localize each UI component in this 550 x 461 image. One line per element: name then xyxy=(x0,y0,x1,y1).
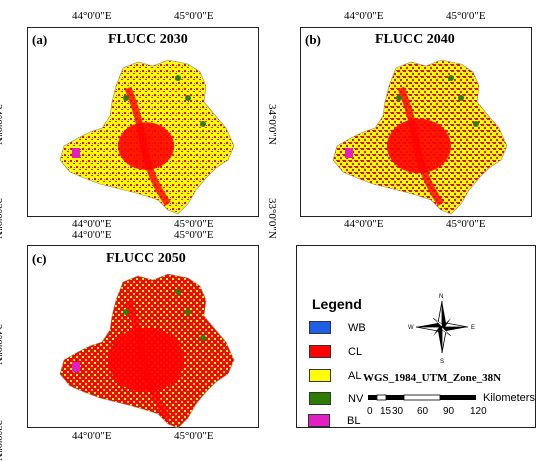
lon-label-c-left-bottom: 44°0'0"E xyxy=(72,430,112,442)
vegetation-patch xyxy=(185,309,191,315)
legend-item-wb: WB xyxy=(309,321,366,334)
panel-label-c: (c) xyxy=(32,251,47,266)
legend-panel: Legend WB CL AL NV N S xyxy=(296,245,536,428)
legend-label-cl: CL xyxy=(348,345,363,358)
vegetation-patch xyxy=(200,121,206,127)
lon-label-b-right: 45°0'0"E xyxy=(446,10,486,22)
projection-label: WGS_1984_UTM_Zone_38N xyxy=(363,372,502,384)
legend-item-cl: CL xyxy=(309,345,362,358)
vegetation-patch xyxy=(448,75,454,81)
vegetation-patch xyxy=(473,121,479,127)
scale-tick-30: 30 xyxy=(392,406,404,417)
river-corridor xyxy=(397,86,444,206)
river-corridor xyxy=(124,86,171,206)
lon-label-b-right-bottom: 45°0'0"E xyxy=(446,218,486,230)
lon-label-a-left-bottom: 44°0'0"E xyxy=(72,218,112,230)
map-title-a: FLUCC 2030 xyxy=(108,32,188,47)
compass-e: E xyxy=(471,325,475,331)
legend-label-al: AL xyxy=(348,369,362,382)
map-panel-b: (b) FLUCC 2040 xyxy=(300,27,532,217)
land-cover-map-a xyxy=(59,59,235,215)
vegetation-patch xyxy=(175,289,181,295)
lon-label-b-left: 44°0'0"E xyxy=(344,10,384,22)
panel-label-b: (b) xyxy=(305,32,321,47)
compass-s: S xyxy=(440,359,444,364)
lat-label-c-top: 34°0'0"N xyxy=(0,324,4,365)
lat-label-a-bottom: 33°0'0"N xyxy=(0,198,4,239)
bare-land-patch xyxy=(72,148,80,158)
lon-label-a-left: 44°0'0"E xyxy=(72,10,112,22)
legend-swatch-wb xyxy=(309,321,331,334)
legend-swatch-cl xyxy=(309,345,331,358)
legend-swatch-nv xyxy=(309,392,331,405)
panel-label-a: (a) xyxy=(32,32,48,47)
map-panel-a: (a) FLUCC 2030 xyxy=(27,27,259,217)
lon-label-c-right-bottom: 45°0'0"E xyxy=(174,430,214,442)
lon-label-c-left: 44°0'0"E xyxy=(72,229,112,241)
lon-label-c-right: 45°0'0"E xyxy=(174,229,214,241)
legend-item-nv: NV xyxy=(309,392,363,405)
lat-label-b-bottom: 33°0'0"N xyxy=(266,198,278,239)
legend-label-nv: NV xyxy=(348,392,364,405)
legend-title: Legend xyxy=(312,296,362,312)
vegetation-patch xyxy=(200,335,206,341)
scale-tick-90: 90 xyxy=(443,406,455,417)
scale-tick-15: 15 xyxy=(380,406,392,417)
vegetation-patch xyxy=(123,95,129,101)
legend-item-al: AL xyxy=(309,369,361,382)
legend-item-bl: BL xyxy=(308,414,360,427)
vegetation-patch xyxy=(396,95,402,101)
vegetation-patch xyxy=(458,95,464,101)
bare-land-patch xyxy=(345,148,353,158)
legend-label-bl: BL xyxy=(347,414,361,427)
legend-swatch-al xyxy=(309,369,331,382)
bare-land-patch xyxy=(72,362,80,372)
lat-label-a-top: 34°0'0"N xyxy=(0,104,4,145)
compass-n: N xyxy=(439,294,443,300)
river-corridor xyxy=(124,300,171,420)
map-title-b: FLUCC 2040 xyxy=(375,32,455,47)
lat-label-b-top: 34°0'0"N xyxy=(266,104,278,145)
scale-unit: Kilometers xyxy=(483,392,535,404)
scale-tick-60: 60 xyxy=(417,406,429,417)
north-arrow-icon: N S E W xyxy=(408,294,475,364)
lon-label-b-left-bottom: 44°0'0"E xyxy=(344,218,384,230)
map-panel-c: (c) FLUCC 2050 xyxy=(27,245,259,429)
legend-swatch-bl xyxy=(308,414,330,427)
lat-label-c-bottom: 33°0'0"N xyxy=(0,420,4,461)
legend-label-wb: WB xyxy=(348,321,366,334)
scale-tick-120: 120 xyxy=(470,406,487,417)
map-title-c: FLUCC 2050 xyxy=(106,251,186,266)
land-cover-map-b xyxy=(332,59,508,215)
land-cover-map-c xyxy=(59,273,235,429)
vegetation-patch xyxy=(123,309,129,315)
compass-w: W xyxy=(408,325,414,331)
lon-label-a-right: 45°0'0"E xyxy=(174,10,214,22)
lon-label-a-right-bottom: 45°0'0"E xyxy=(174,218,214,230)
vegetation-patch xyxy=(185,95,191,101)
scale-bar xyxy=(368,394,476,401)
vegetation-patch xyxy=(175,75,181,81)
scale-tick-0: 0 xyxy=(367,406,373,417)
